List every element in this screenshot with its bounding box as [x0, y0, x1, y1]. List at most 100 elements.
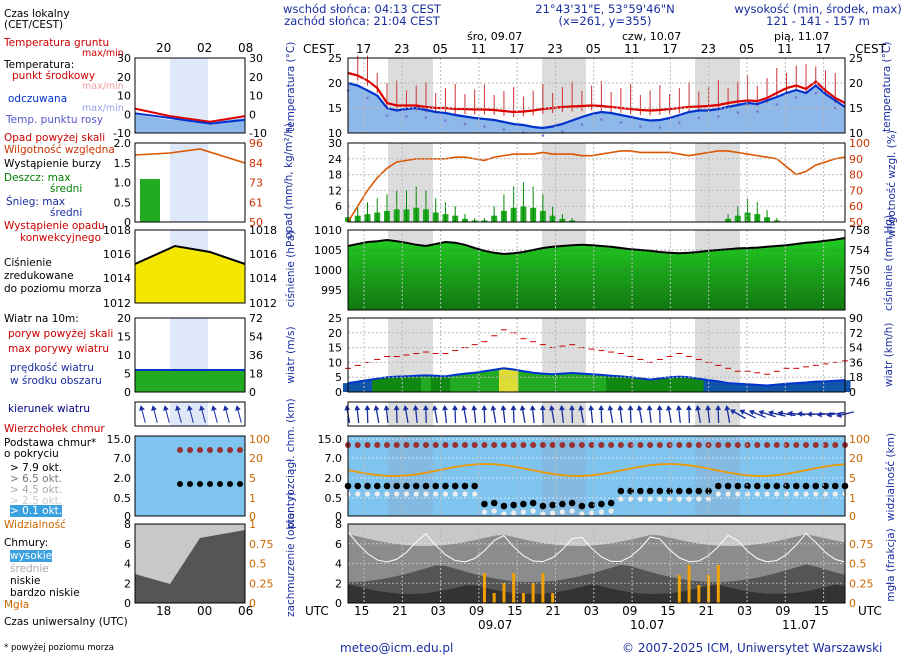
- wind-arrow: [393, 405, 400, 424]
- left-pressure-tick: 1012: [103, 297, 131, 310]
- pressure-tick-right: 746: [849, 276, 870, 289]
- wind-arrow: [519, 405, 526, 423]
- wind-bar: [596, 374, 607, 392]
- legend-storm: Wystąpienie burzy: [4, 158, 102, 170]
- dew-point-dot: [541, 134, 545, 137]
- left-panel-frame: [134, 401, 246, 427]
- cloud-base-dot-light: [598, 509, 604, 515]
- utc-hour-label: 09: [622, 604, 638, 618]
- cloud-base-dot: [393, 482, 401, 490]
- pressure-tick-left: 1005: [314, 244, 342, 257]
- left-panel-frame: [134, 142, 246, 223]
- left-hum-tick: 73: [249, 177, 263, 190]
- wind-bar: [440, 376, 451, 392]
- wind-arrow: [422, 405, 429, 424]
- left-wind-tick: 0: [124, 386, 131, 399]
- cloudh-tick-left: 2.0: [325, 472, 343, 485]
- cloud-base-dot-light: [433, 491, 439, 497]
- cloud-top-dot: [822, 442, 829, 448]
- cloud-top-dot: [500, 442, 507, 448]
- left-temp-tick: 10: [117, 90, 131, 103]
- wind-bar: [352, 381, 364, 392]
- wind-arrow: [777, 410, 796, 417]
- dew-point-dot: [424, 116, 428, 119]
- left-utc-hour: 06: [238, 604, 254, 618]
- cloud-base-dot-light: [394, 491, 400, 497]
- left-pressure-tick: 1016: [103, 248, 131, 261]
- legend-utc-time: Czas uniwersalny (UTC): [4, 616, 128, 628]
- legend-visibility: Widzialność: [4, 519, 66, 531]
- top-hour-label: 17: [662, 42, 678, 56]
- left-local-hour: 20: [156, 41, 172, 55]
- wind-arrow: [373, 405, 380, 423]
- panel-frame: [347, 401, 846, 427]
- left-wind-arrow: [235, 405, 242, 423]
- legend-rain-max: Deszcz: max: [4, 172, 71, 184]
- left-wind-tick-r: 54: [249, 331, 263, 344]
- wind-arrow: [607, 405, 614, 423]
- wind-bar: [742, 384, 754, 392]
- cloud-base-dot: [451, 482, 459, 490]
- humidity-tick-right: 70: [849, 184, 863, 197]
- left-pressure-area: [135, 246, 245, 303]
- wind-arrow: [646, 405, 653, 424]
- night-band: [542, 143, 586, 222]
- legend-mid-point: punkt środkowy: [12, 70, 96, 82]
- cloud-base-dot-light: [813, 491, 819, 497]
- top-hour-label: 05: [585, 42, 602, 56]
- footer-email[interactable]: meteo@icm.edu.pl: [340, 641, 454, 655]
- dew-point-dot: [658, 126, 662, 129]
- cloud-base-dot-light: [735, 491, 741, 497]
- cloud-base-dot: [792, 482, 800, 490]
- left-wind-arrow: [199, 405, 206, 423]
- cloud-base-dot: [637, 487, 644, 495]
- cloud-base-dot: [588, 501, 595, 509]
- left-wind-tick: 15: [117, 331, 131, 344]
- cloud-base-dot-light: [686, 496, 692, 502]
- axis-fog-right: mgła (frakcja): [885, 528, 897, 602]
- wind-bar: [801, 382, 812, 392]
- left-temp-tick: 20: [117, 71, 131, 84]
- wind-tick-left: 5: [335, 371, 342, 384]
- utc-hour-label: 03: [737, 604, 753, 618]
- dew-point-dot: [755, 110, 759, 113]
- cloud-base-dot: [383, 482, 391, 490]
- cloud-top-dot: [383, 442, 390, 448]
- wind-bar: [664, 377, 676, 392]
- precip-tick-left: 6: [335, 200, 342, 213]
- cloud-base-dot-light: [608, 508, 614, 514]
- cloud-top-dot: [461, 442, 468, 448]
- cloud-top-dot: [608, 442, 615, 448]
- cloud-base-dot-light: [774, 491, 780, 497]
- cloud-base-dot: [529, 499, 537, 507]
- legend-clouds: Chmury:: [4, 537, 49, 549]
- humidity-tick-right: 60: [849, 200, 863, 213]
- wind-bar: [537, 373, 549, 392]
- wind-bar: [713, 381, 724, 392]
- cloud-base-dot-light: [783, 491, 790, 497]
- cloud-top-dot: [393, 442, 400, 448]
- top-hour-label: 23: [394, 42, 410, 56]
- wind-arrow: [383, 405, 390, 424]
- cloud-base-dot: [432, 482, 440, 490]
- temp-tick-left: 25: [328, 52, 342, 65]
- wind-bar: [645, 379, 656, 392]
- wind-bar: [810, 381, 822, 392]
- left-cloud-top-dot: [197, 447, 203, 453]
- precip-tick-left: 30: [328, 137, 342, 150]
- axis-pressure-right: ciśnienie (mm Hg): [883, 214, 895, 311]
- wind-bar: [401, 376, 412, 392]
- cloud-top-dot: [510, 442, 517, 448]
- precip-tick-left: 12: [328, 184, 342, 197]
- top-hour-label: 05: [432, 42, 448, 56]
- cloud-top-dot: [734, 442, 741, 448]
- cloud-top-dot: [403, 442, 410, 448]
- cloud-base-dot: [578, 502, 586, 510]
- cloud-top-dot: [374, 442, 381, 448]
- night-band: [542, 402, 586, 426]
- fog-bar: [687, 565, 691, 603]
- cover-tick-left: 0: [335, 597, 342, 610]
- wind-arrow: [739, 409, 756, 419]
- legend-okt1: > 7.9 okt.: [10, 462, 63, 474]
- felt-temp-line: [347, 81, 846, 130]
